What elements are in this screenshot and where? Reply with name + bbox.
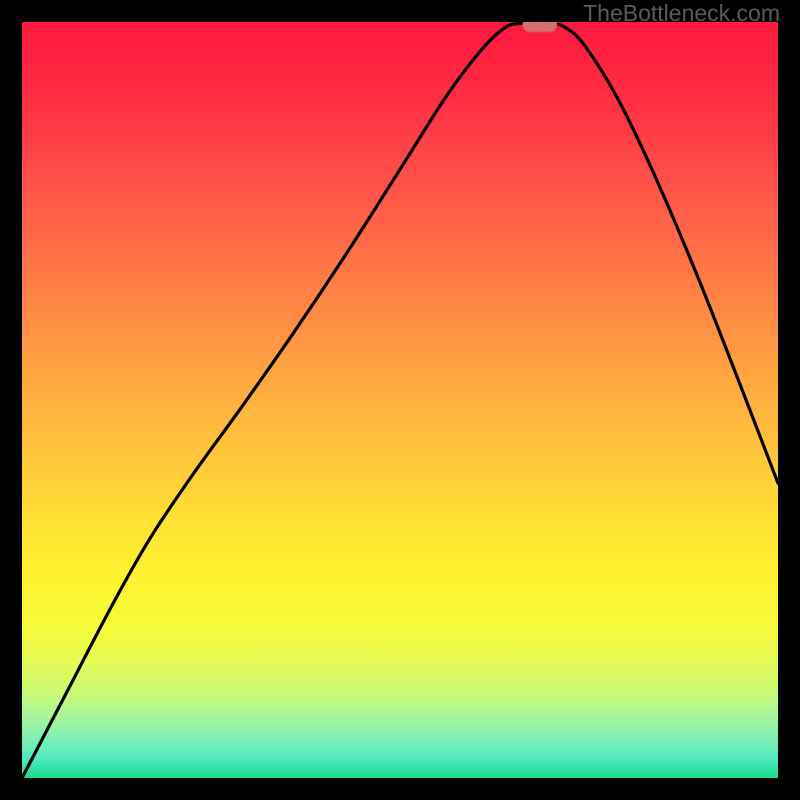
chart-frame: TheBottleneck.com <box>0 0 800 800</box>
curve-path <box>22 23 778 778</box>
bottleneck-curve <box>22 22 778 778</box>
optimal-marker <box>523 22 557 32</box>
watermark-text: TheBottleneck.com <box>583 0 780 27</box>
plot-area <box>22 22 778 778</box>
